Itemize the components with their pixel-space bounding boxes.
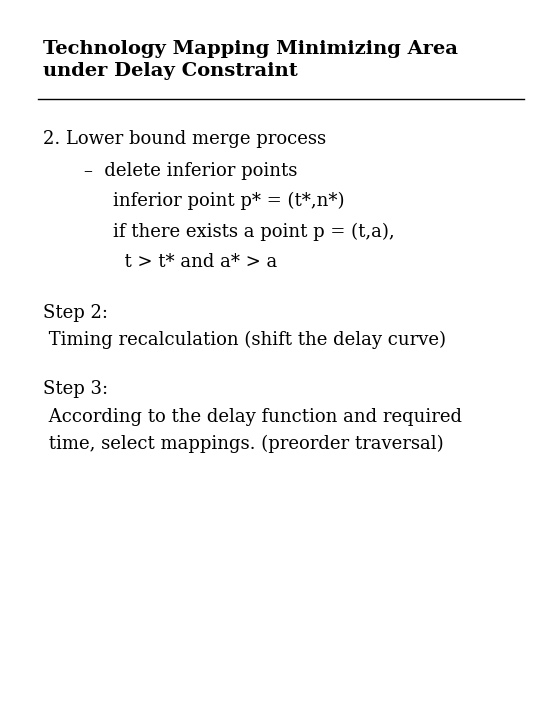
Text: –  delete inferior points: – delete inferior points [84,162,297,180]
Text: Timing recalculation (shift the delay curve): Timing recalculation (shift the delay cu… [43,331,446,349]
Text: time, select mappings. (preorder traversal): time, select mappings. (preorder travers… [43,435,444,453]
Text: 2. Lower bound merge process: 2. Lower bound merge process [43,130,326,148]
Text: Technology Mapping Minimizing Area
under Delay Constraint: Technology Mapping Minimizing Area under… [43,40,458,80]
Text: t > t* and a* > a: t > t* and a* > a [113,253,278,271]
Text: inferior point p* = (t*,n*): inferior point p* = (t*,n*) [113,192,345,210]
Text: According to the delay function and required: According to the delay function and requ… [43,408,462,426]
Text: if there exists a point p = (t,a),: if there exists a point p = (t,a), [113,222,395,240]
Text: Step 2:: Step 2: [43,304,108,322]
Text: Step 3:: Step 3: [43,380,109,398]
